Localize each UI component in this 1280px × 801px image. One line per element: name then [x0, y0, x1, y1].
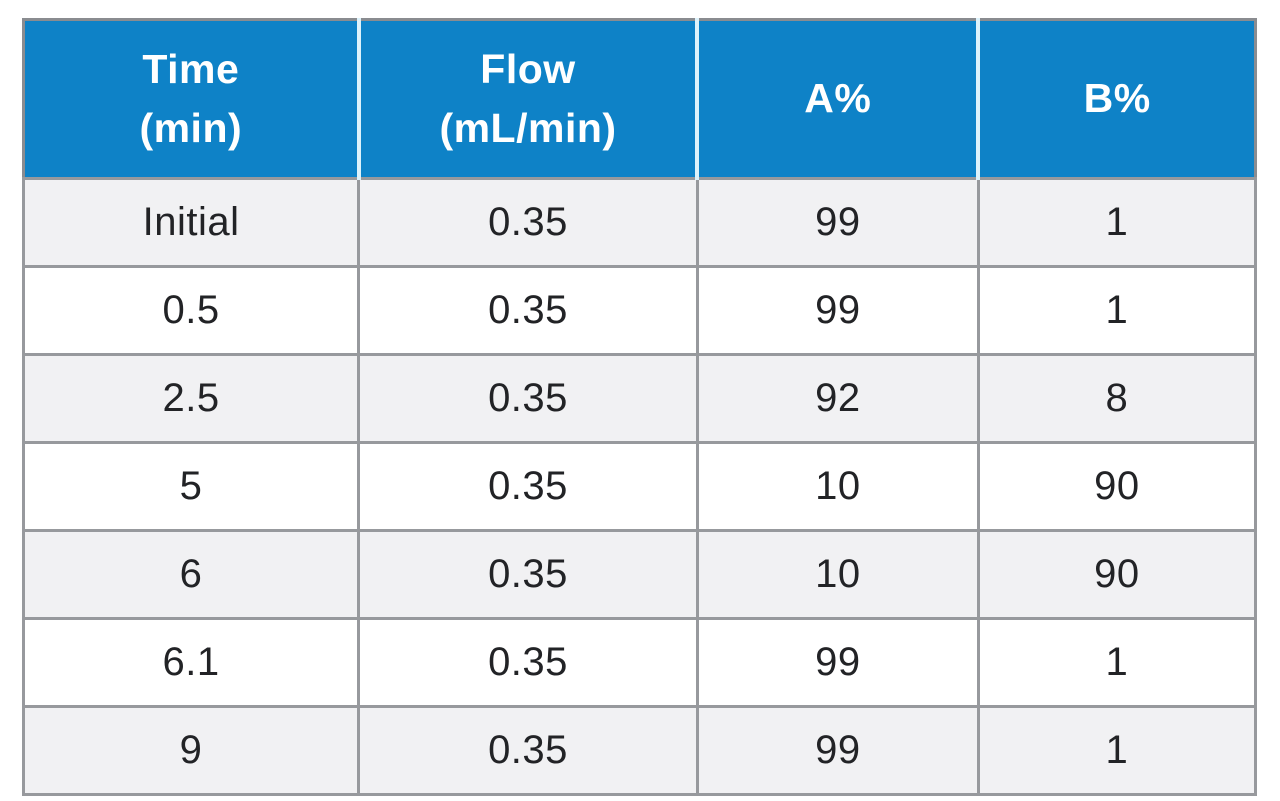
table-row: Initial 0.35 99 1 [21, 177, 1258, 268]
table-cell: 0.35 [357, 529, 699, 620]
table-cell: 99 [695, 617, 980, 708]
table-cell: 6.1 [21, 617, 361, 708]
table-cell: 9 [21, 705, 361, 796]
header-cell-b-percent: B% [976, 19, 1256, 180]
table-cell: 99 [695, 265, 980, 356]
table-row: 9 0.35 99 1 [21, 705, 1258, 796]
header-cell-a-percent: A% [695, 19, 979, 180]
header-cell-time: Time (min) [23, 19, 359, 180]
table-cell: 0.5 [21, 265, 361, 356]
table-body: Initial 0.35 99 1 0.5 0.35 99 1 2.5 0.35 92 8 5 0.35 1… [21, 177, 1258, 796]
table-cell: 92 [695, 353, 980, 444]
table-cell: 90 [976, 529, 1258, 620]
table-cell: 5 [21, 441, 361, 532]
table-cell: 0.35 [357, 617, 699, 708]
table-row: 5 0.35 10 90 [21, 441, 1258, 532]
table-cell: 6 [21, 529, 361, 620]
table-cell: 99 [695, 177, 980, 268]
table-cell: 0.35 [357, 705, 699, 796]
table-cell: 8 [976, 353, 1258, 444]
gradient-table-container: Time (min) Flow (mL/min) A% B% Initial 0.… [21, 18, 1258, 796]
table-row: 6.1 0.35 99 1 [21, 617, 1258, 708]
table-cell: 1 [976, 177, 1258, 268]
table-row: 2.5 0.35 92 8 [21, 353, 1258, 444]
table-row: 0.5 0.35 99 1 [21, 265, 1258, 356]
table-cell: 10 [695, 441, 980, 532]
table-cell: 1 [976, 617, 1258, 708]
header-cell-flow: Flow (mL/min) [356, 19, 698, 180]
table-cell: 10 [695, 529, 980, 620]
table-cell: 90 [976, 441, 1258, 532]
table-cell: 1 [976, 265, 1258, 356]
table-cell: 99 [695, 705, 980, 796]
header-row: Time (min) Flow (mL/min) A% B% [23, 19, 1256, 180]
table-cell: 0.35 [357, 441, 699, 532]
table-cell: 0.35 [357, 353, 699, 444]
table-cell: 0.35 [357, 177, 699, 268]
table-cell: 1 [976, 705, 1258, 796]
table-cell: Initial [21, 177, 361, 268]
table-cell: 0.35 [357, 265, 699, 356]
gradient-table: Time (min) Flow (mL/min) A% B% Initial 0.… [21, 18, 1258, 796]
table-cell: 2.5 [21, 353, 361, 444]
table-row: 6 0.35 10 90 [21, 529, 1258, 620]
